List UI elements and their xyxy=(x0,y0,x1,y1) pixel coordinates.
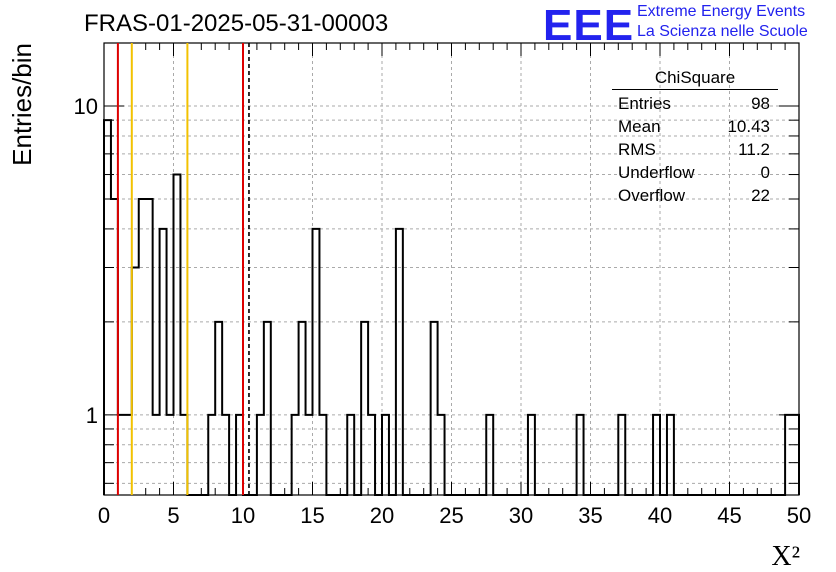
stats-row-mean: Mean 10.43 xyxy=(612,115,778,138)
histogram-bin xyxy=(167,415,174,495)
histogram-bin xyxy=(118,415,125,495)
x-tick-label: 5 xyxy=(167,503,179,528)
histogram-bin xyxy=(208,415,215,495)
histogram-bin xyxy=(347,415,354,495)
histogram-bin xyxy=(257,415,264,495)
histogram-bin xyxy=(236,415,243,495)
x-tick-label: 30 xyxy=(509,503,533,528)
histogram-bin xyxy=(382,415,389,495)
histogram-bin xyxy=(264,322,271,495)
histogram-bin xyxy=(180,415,187,495)
stats-label: Underflow xyxy=(618,163,695,182)
x-tick-label: 15 xyxy=(300,503,324,528)
stats-label: Entries xyxy=(618,94,671,113)
histogram-bin xyxy=(174,175,181,495)
stats-label: Overflow xyxy=(618,186,686,205)
histogram-bin xyxy=(306,415,313,495)
histogram-bin xyxy=(146,199,153,495)
histogram-bin xyxy=(111,199,118,495)
histogram-bin xyxy=(368,415,375,495)
stats-label: RMS xyxy=(618,140,656,159)
histogram-bin xyxy=(132,267,139,495)
stats-row-rms: RMS 11.2 xyxy=(612,138,778,161)
histogram-bin xyxy=(215,322,222,495)
histogram-bin xyxy=(577,415,584,495)
x-tick-label: 0 xyxy=(98,503,110,528)
stats-row-overflow: Overflow 22 xyxy=(612,184,778,207)
histogram-bin xyxy=(222,415,229,495)
y-tick-label: 10 xyxy=(74,94,98,119)
histogram-bin xyxy=(486,415,493,495)
stats-value: 98 xyxy=(751,94,770,113)
histogram-bin xyxy=(528,415,535,495)
histogram-bin xyxy=(438,415,445,495)
histogram-bin xyxy=(139,199,146,495)
histogram-bin xyxy=(313,229,320,495)
histogram-bin xyxy=(792,415,799,495)
logo-subtitle-line2: La Scienza nelle Scuole xyxy=(637,23,808,40)
histogram-bin xyxy=(653,415,660,495)
logo-subtitle-line1: Extreme Energy Events xyxy=(637,3,806,20)
histogram-bin xyxy=(160,229,167,495)
x-tick-label: 20 xyxy=(370,503,394,528)
stats-box: ChiSquare Entries 98 Mean 10.43 RMS 11.2… xyxy=(612,68,778,207)
stats-value: 0 xyxy=(760,163,770,182)
histogram-bin xyxy=(292,415,299,495)
x-tick-label: 25 xyxy=(439,503,463,528)
histogram-outline xyxy=(103,119,800,496)
x-axis-label: X² xyxy=(771,541,800,572)
stats-row-entries: Entries 98 xyxy=(612,92,778,115)
y-axis-label: Entries/bin xyxy=(7,43,37,166)
histogram-bin xyxy=(319,415,326,495)
stats-label: Mean xyxy=(618,117,661,136)
histogram-bin xyxy=(125,415,132,495)
x-tick-label: 45 xyxy=(717,503,741,528)
x-tick-label: 40 xyxy=(648,503,672,528)
x-tick-label: 50 xyxy=(787,503,811,528)
histogram-bin xyxy=(396,229,403,495)
histogram-bin xyxy=(104,120,111,495)
stats-value: 11.2 xyxy=(738,140,770,159)
histogram-bin xyxy=(431,322,438,495)
stats-box-title: ChiSquare xyxy=(612,68,778,90)
histogram-bin xyxy=(361,322,368,495)
stats-row-underflow: Underflow 0 xyxy=(612,161,778,184)
histogram-bin xyxy=(618,415,625,495)
run-title: FRAS-01-2025-05-31-00003 xyxy=(84,10,389,37)
histogram-bin xyxy=(785,415,792,495)
stats-value: 22 xyxy=(751,186,770,205)
histogram-bin xyxy=(667,415,674,495)
x-tick-label: 10 xyxy=(231,503,255,528)
x-tick-label: 35 xyxy=(578,503,602,528)
eee-logo: EEE xyxy=(543,1,635,50)
histogram-bin xyxy=(153,415,160,495)
stats-value: 10.43 xyxy=(727,117,770,136)
y-tick-label: 1 xyxy=(86,403,98,428)
histogram-bin xyxy=(299,322,306,495)
